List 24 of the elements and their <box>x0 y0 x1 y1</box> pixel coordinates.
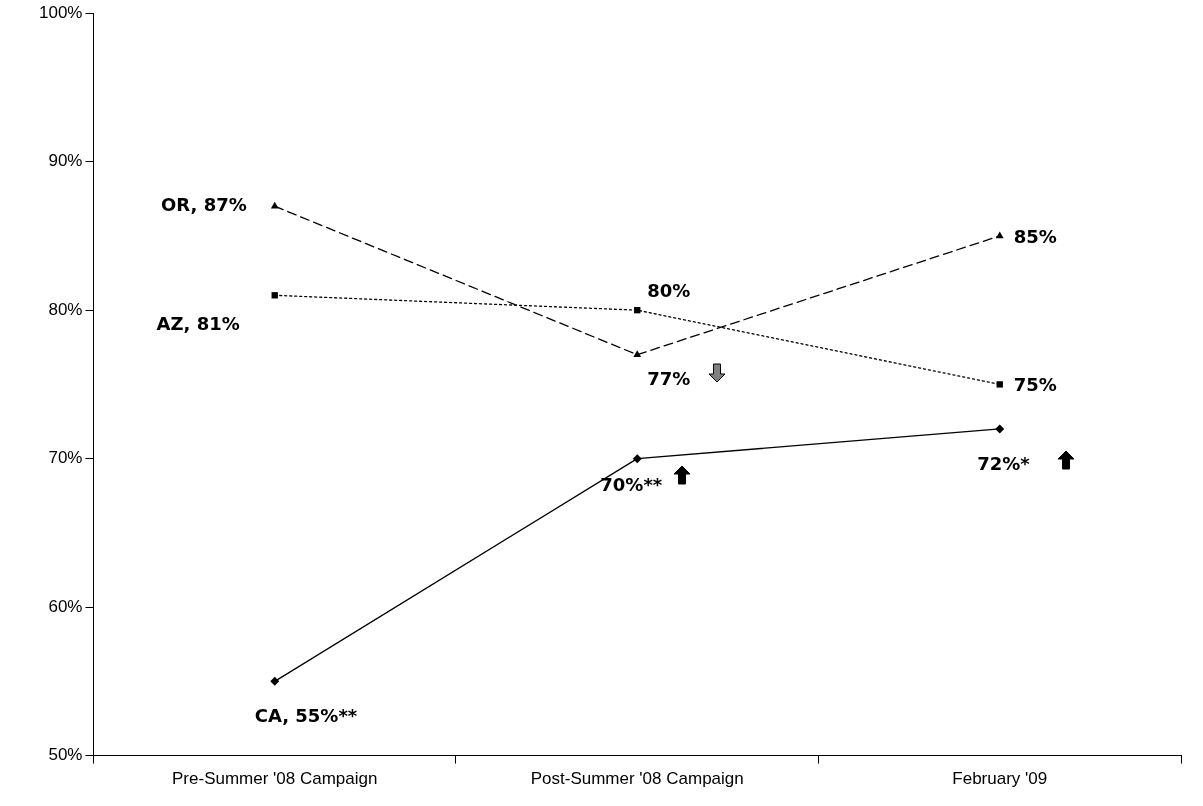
x-tick-label: Pre-Summer '08 Campaign <box>172 769 378 789</box>
data-label: CA, 55%** <box>254 705 358 727</box>
data-label: 80% <box>647 279 691 301</box>
data-label: AZ, 81% <box>156 312 240 334</box>
data-label: 85% <box>1013 225 1057 247</box>
y-tick-label: 60% <box>48 596 83 616</box>
y-tick-label: 100% <box>39 2 83 22</box>
x-tick-label: Post-Summer '08 Campaign <box>530 769 744 789</box>
data-label: 75% <box>1013 374 1057 396</box>
point <box>995 424 1005 434</box>
y-tick-label: 50% <box>48 745 83 765</box>
data-label: 77% <box>647 368 691 390</box>
y-tick-label: 80% <box>48 299 83 319</box>
point <box>632 454 642 464</box>
data-label: 72%* <box>977 452 1031 474</box>
y-tick-label: 90% <box>48 151 83 171</box>
x-tick-label: February '09 <box>952 769 1048 789</box>
point <box>270 676 280 686</box>
y-tick-label: 70% <box>48 448 83 468</box>
point <box>995 231 1004 239</box>
point <box>996 381 1003 388</box>
data-label: OR, 87% <box>161 193 247 215</box>
point <box>633 350 642 357</box>
data-label: 70%** <box>600 474 663 496</box>
